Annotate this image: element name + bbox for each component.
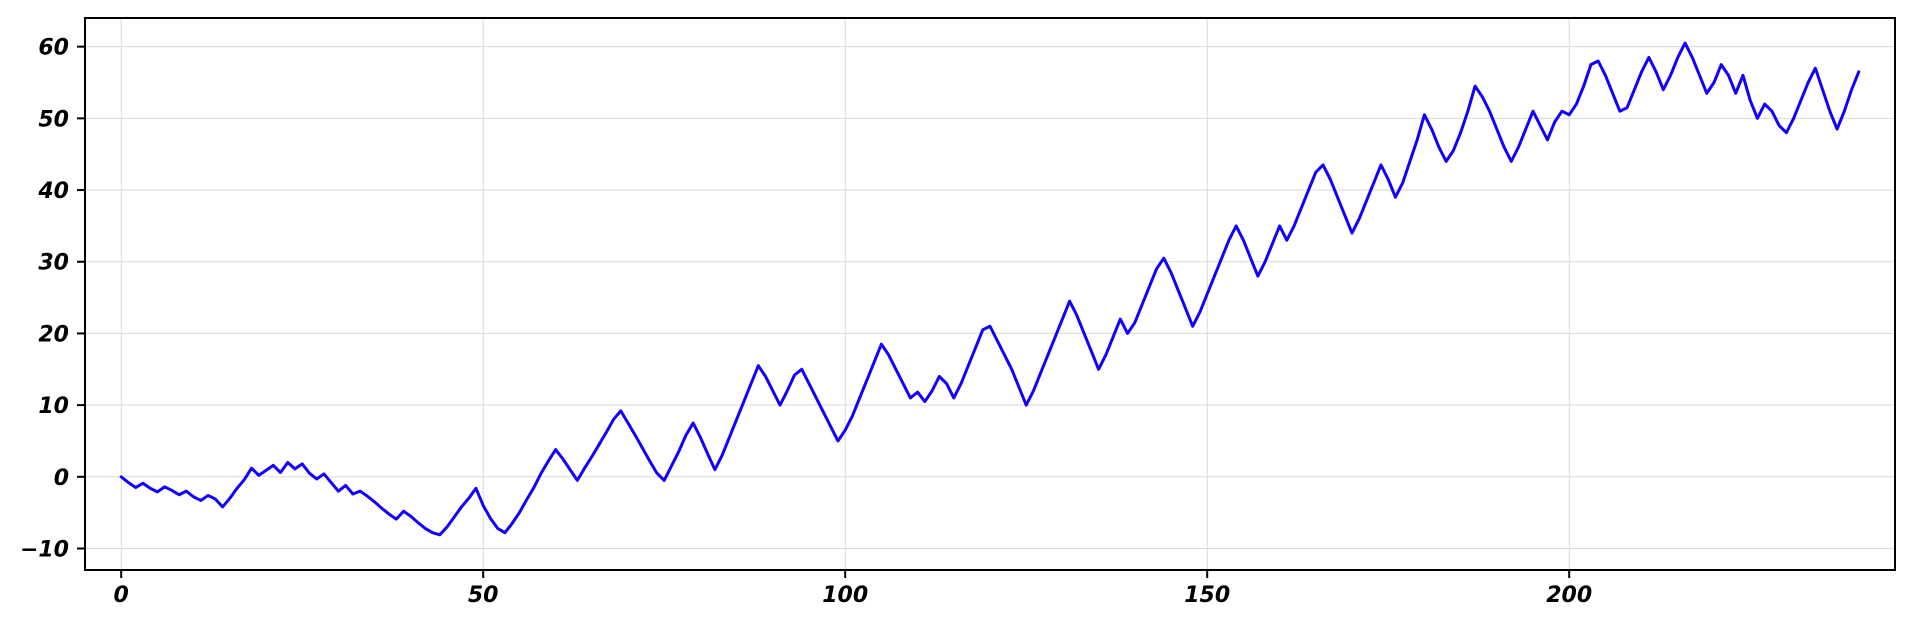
x-tick-label: 100 <box>822 583 868 608</box>
chart-svg: 0 50 100 150 200 −10 0 10 20 30 40 50 60 <box>0 0 1920 622</box>
x-tick-label: 200 <box>1546 583 1592 608</box>
y-tick-label: 10 <box>38 394 69 419</box>
y-tick-label: 30 <box>38 251 69 276</box>
y-tick-label: 60 <box>38 36 69 61</box>
x-tick-label: 150 <box>1184 583 1230 608</box>
x-tick-label: 50 <box>468 583 499 608</box>
y-tick-label: 40 <box>37 179 69 204</box>
line-chart: 0 50 100 150 200 −10 0 10 20 30 40 50 60 <box>0 0 1920 622</box>
y-tick-label: −10 <box>20 537 69 562</box>
y-tick-label: 20 <box>38 322 69 347</box>
x-tick-label: 0 <box>114 583 129 608</box>
y-tick-label: 50 <box>38 107 69 132</box>
y-tick-label: 0 <box>54 466 69 491</box>
